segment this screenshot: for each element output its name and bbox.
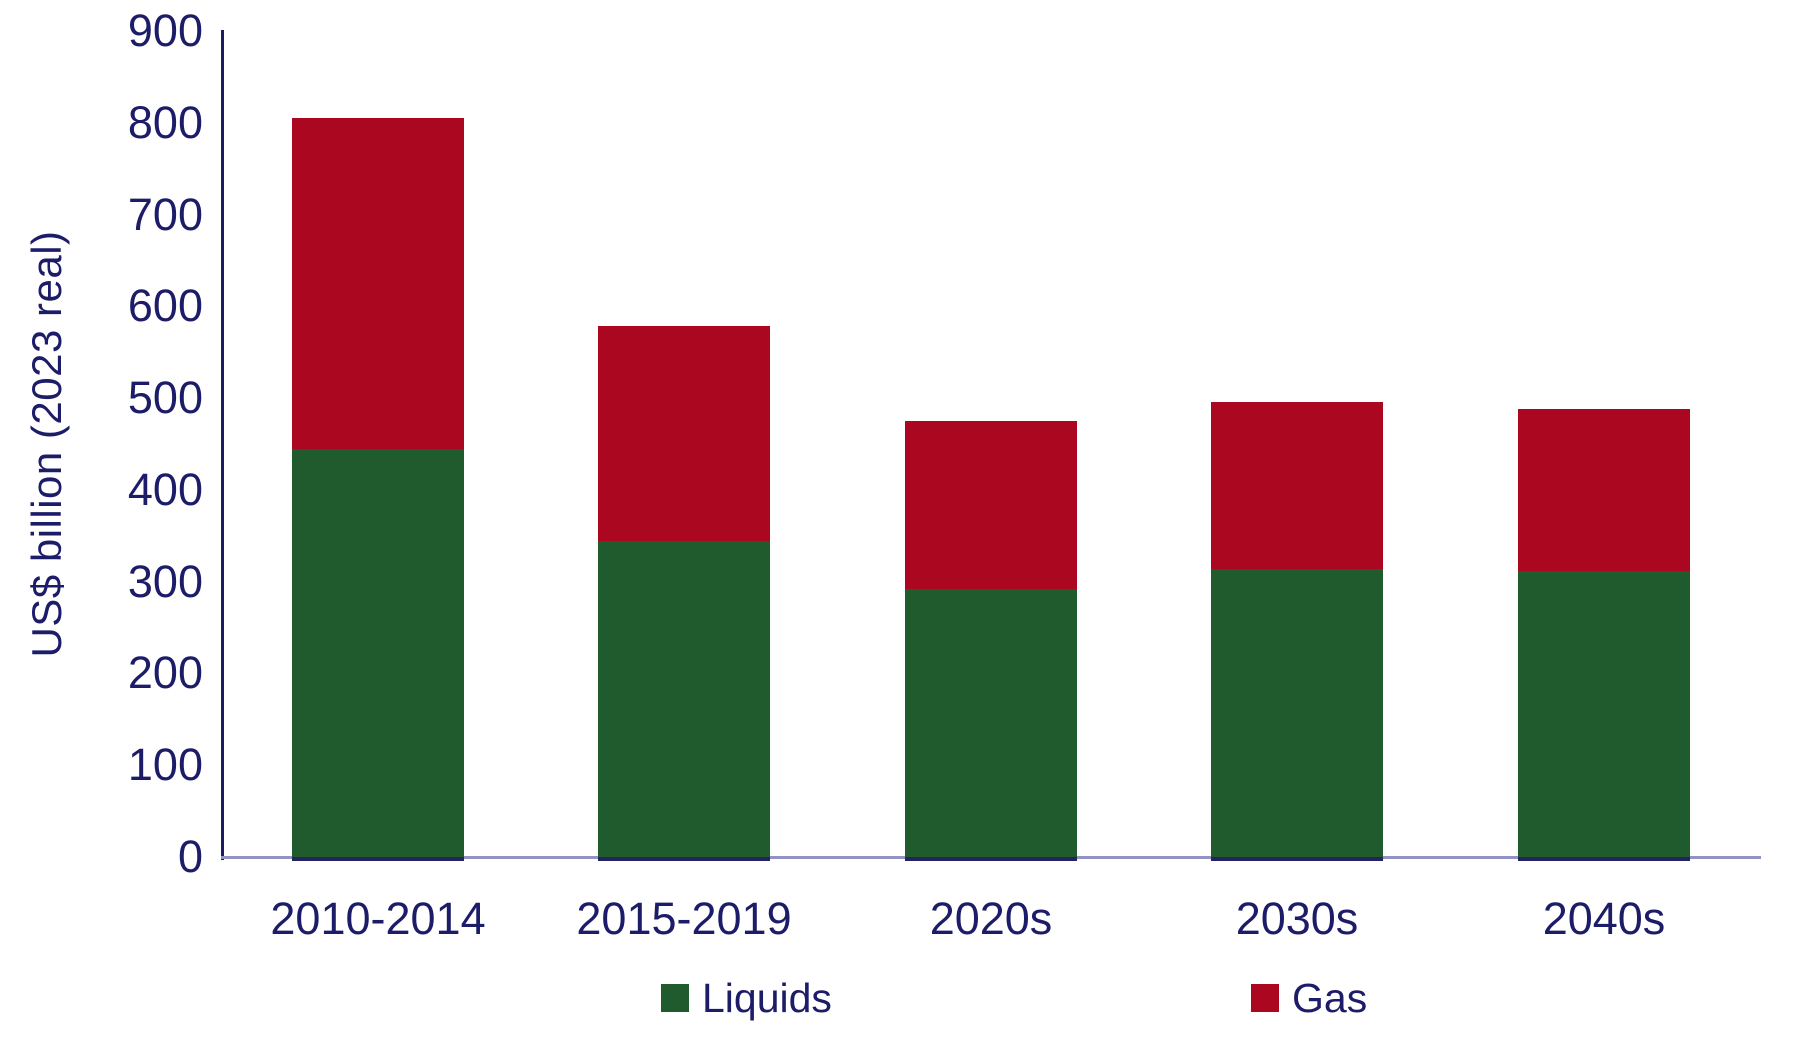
bar-2030s [1211,401,1383,861]
legend-item-liquids: Liquids [661,974,832,1021]
legend-label-gas: Gas [1292,974,1368,1021]
x-label-2040s: 2040s [1542,893,1666,944]
y-tick-800: 800 [127,96,203,148]
bar-segment-liquids-2015-2019 [598,541,770,857]
liquids-swatch-icon [661,984,689,1012]
gas-swatch-icon [1251,984,1279,1012]
bar-segment-gas-2040s [1518,409,1690,571]
x-label-2010-2014: 2010-2014 [270,893,486,944]
y-tick-700: 700 [127,188,203,240]
bar-2010-2014 [292,118,464,861]
y-tick-600: 600 [127,280,203,332]
bar-2020s [905,421,1077,861]
y-tick-300: 300 [127,555,203,607]
y-tick-400: 400 [127,463,203,515]
bar-segment-liquids-2010-2014 [292,448,464,857]
y-tick-200: 200 [127,647,203,699]
bar-segment-gas-2020s [905,421,1077,589]
bar-segment-liquids-2020s [905,589,1077,857]
bar-segment-gas-2015-2019 [598,325,770,542]
legend-label-liquids: Liquids [702,974,832,1021]
x-label-2020s: 2020s [929,893,1053,944]
bar-baseline-strip [905,856,1077,861]
x-label-2030s: 2030s [1235,893,1359,944]
x-label-2015-2019: 2015-2019 [576,893,792,944]
bar-baseline-strip [1518,856,1690,861]
bar-2015-2019 [598,325,770,861]
bar-2040s [1518,409,1690,861]
y-axis-line [221,30,224,860]
bar-baseline-strip [1211,856,1383,861]
bar-segment-gas-2030s [1211,401,1383,569]
y-tick-500: 500 [127,372,203,424]
y-tick-900: 900 [127,5,203,56]
bar-segment-liquids-2030s [1211,568,1383,857]
bar-segment-gas-2010-2014 [292,118,464,449]
bar-segment-liquids-2040s [1518,570,1690,857]
legend-item-gas: Gas [1251,974,1368,1021]
y-tick-100: 100 [127,739,203,791]
bar-baseline-strip [292,856,464,861]
bar-baseline-strip [598,856,770,861]
y-tick-0: 0 [177,831,203,882]
